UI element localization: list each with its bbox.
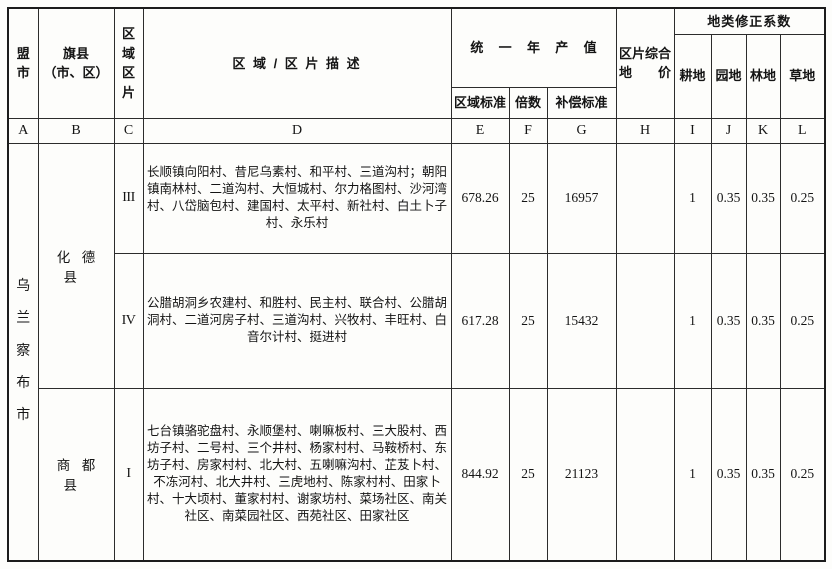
cell-forest: 0.35: [745, 252, 781, 389]
cell-zone-price: [615, 252, 675, 389]
cell-compensation-standard: 21123: [546, 387, 617, 562]
cell-grass: 0.25: [779, 142, 826, 254]
header-forest-land: 林地: [745, 33, 781, 119]
cell-zone-price: [615, 387, 675, 562]
column-letter: E: [450, 117, 510, 144]
table-row: IV 公腊胡洞乡农建村、和胜村、民主村、联合村、公腊胡洞村、二道河房子村、三道沟…: [8, 252, 826, 389]
header-compensation-standard: 补偿标准: [546, 86, 617, 119]
cell-zone: IV: [113, 252, 144, 389]
header-regional-standard: 区域标准: [450, 86, 510, 119]
cell-compensation-standard: 15432: [546, 252, 617, 389]
column-letter: F: [508, 117, 548, 144]
cell-zone: III: [113, 142, 144, 254]
header-county: 旗县 （市、区）: [37, 7, 115, 119]
cell-forest: 0.35: [745, 387, 781, 562]
cell-multiplier: 25: [508, 387, 548, 562]
column-letter: J: [710, 117, 747, 144]
column-letter-row: A B C D E F G H I J K L: [7, 117, 826, 144]
cell-zone: I: [113, 387, 144, 562]
header-multiplier: 倍数: [508, 86, 548, 119]
cell-compensation-standard: 16957: [546, 142, 617, 254]
header-cultivated-land: 耕地: [673, 33, 712, 119]
cell-grass: 0.25: [779, 387, 826, 562]
header-zone: 区 域 区 片: [113, 7, 144, 119]
header-grassland: 草地: [779, 33, 826, 119]
cell-regional-standard: 678.26: [450, 142, 510, 254]
column-letter: G: [546, 117, 617, 144]
header-row-1: 盟 市 旗县 （市、区） 区 域 区 片 区 域 / 区 片 描 述 统 一 年…: [7, 7, 826, 119]
cell-zone-description: 七台镇骆驼盘村、永顺堡村、喇嘛板村、三大股村、西坊子村、二号村、三个井村、杨家村…: [142, 387, 452, 562]
cell-multiplier: 25: [508, 252, 548, 389]
header-zone-comprehensive-price: 区片综合 地 价: [615, 7, 675, 119]
column-letter: B: [37, 117, 115, 144]
column-letter: K: [745, 117, 781, 144]
cell-league-city: 乌兰察布市: [7, 142, 39, 562]
cell-cultivated: 1: [673, 142, 712, 254]
header-zone-description: 区 域 / 区 片 描 述: [142, 7, 452, 119]
cell-garden: 0.35: [710, 387, 747, 562]
column-letter: D: [142, 117, 452, 144]
cell-multiplier: 25: [508, 142, 548, 254]
column-letter: A: [7, 117, 39, 144]
header-land-correction-coefficients: 地类修正系数: [673, 7, 826, 35]
cell-zone-description: 长顺镇向阳村、昔尼乌素村、和平村、三道沟村；朝阳镇南林村、二道沟村、大恒城村、尔…: [142, 142, 452, 254]
cell-garden: 0.35: [710, 252, 747, 389]
table-row: 乌兰察布市 化德县 III 长顺镇向阳村、昔尼乌素村、和平村、三道沟村；朝阳镇南…: [7, 142, 826, 562]
cell-county: 商都县: [37, 387, 115, 562]
cell-grass: 0.25: [779, 252, 826, 389]
header-garden-land: 园地: [710, 33, 747, 119]
cell-garden: 0.35: [710, 142, 747, 254]
header-unified-annual-output: 统 一 年 产 值: [450, 7, 617, 88]
cell-cultivated: 1: [673, 387, 712, 562]
table-row: 商都县 I 七台镇骆驼盘村、永顺堡村、喇嘛板村、三大股村、西坊子村、二号村、三个…: [8, 387, 826, 562]
header-row-2: 耕地 园地 林地 草地: [8, 33, 826, 119]
cell-county: 化德县: [37, 142, 115, 389]
cell-zone-price: [615, 142, 675, 254]
header-row-3: 区域标准 倍数 补偿标准: [8, 86, 825, 119]
city-name-vertical: 乌兰察布市: [16, 279, 31, 424]
column-letter: H: [615, 117, 675, 144]
column-letter: C: [113, 117, 144, 144]
cell-regional-standard: 844.92: [450, 387, 510, 562]
cell-forest: 0.35: [745, 142, 781, 254]
column-letter: I: [673, 117, 712, 144]
cell-cultivated: 1: [673, 252, 712, 389]
compensation-standards-table: 盟 市 旗县 （市、区） 区 域 区 片 区 域 / 区 片 描 述 统 一 年…: [7, 7, 827, 562]
cell-zone-description: 公腊胡洞乡农建村、和胜村、民主村、联合村、公腊胡洞村、二道河房子村、三道沟村、兴…: [142, 252, 452, 389]
header-league-city: 盟 市: [7, 7, 39, 119]
cell-regional-standard: 617.28: [450, 252, 510, 389]
column-letter: L: [779, 117, 826, 144]
